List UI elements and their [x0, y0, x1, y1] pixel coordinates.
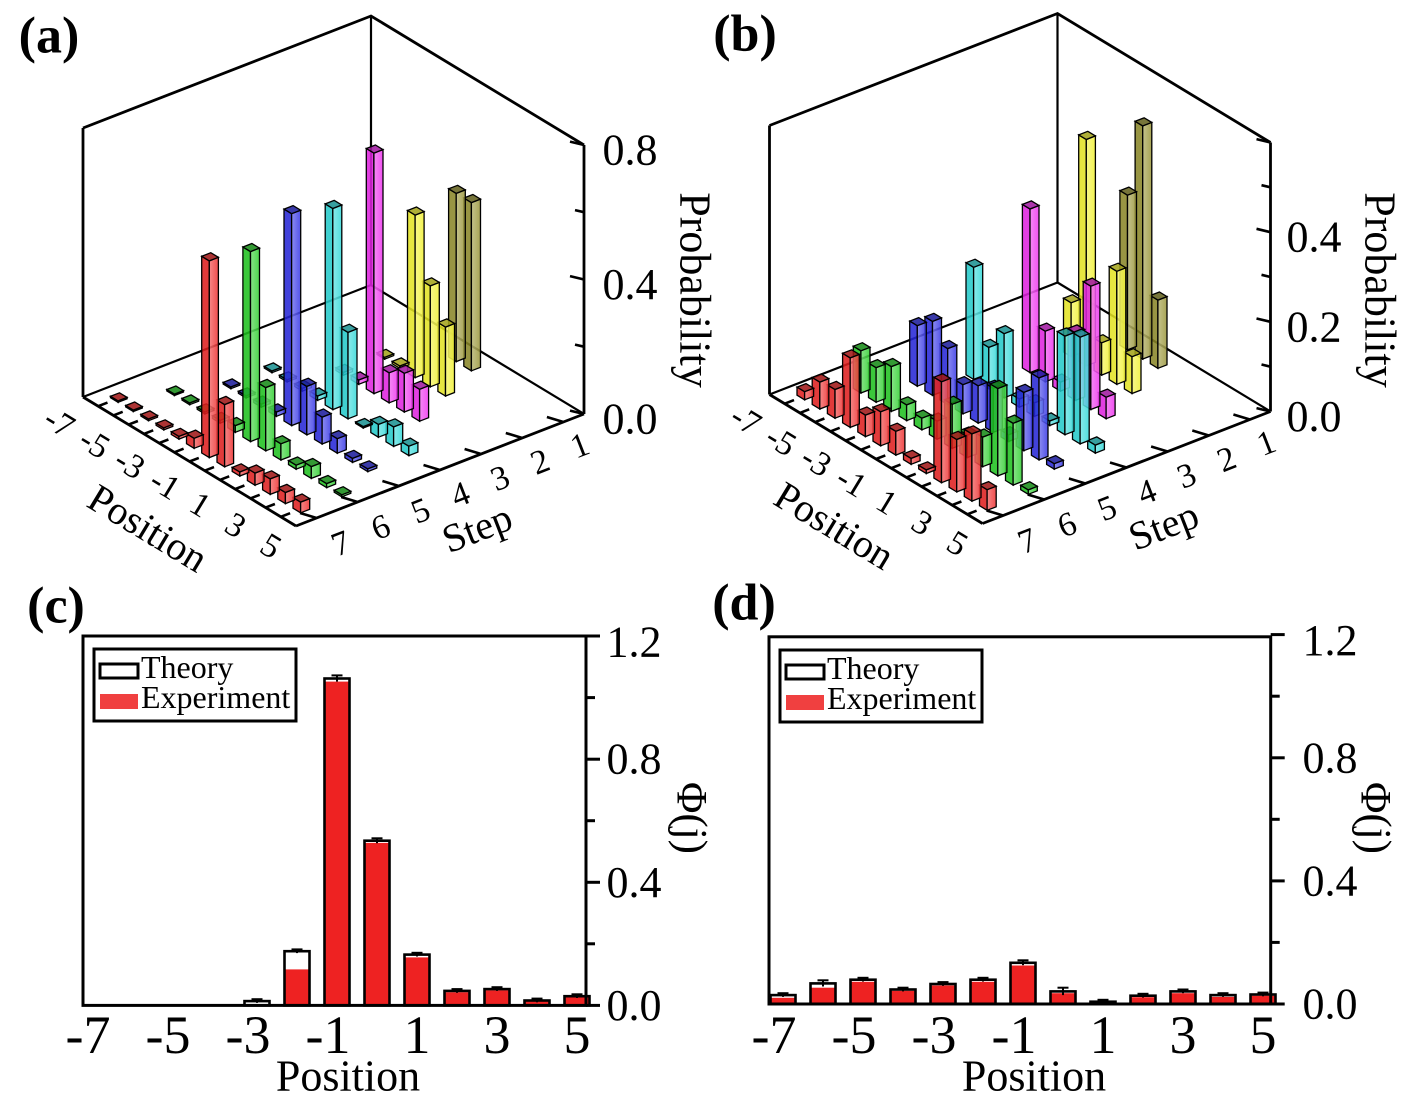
svg-text:(c): (c) — [27, 578, 85, 635]
svg-text:Φ(j): Φ(j) — [668, 782, 715, 854]
svg-text:1.2: 1.2 — [607, 618, 662, 667]
svg-text:Experiment: Experiment — [827, 680, 976, 716]
svg-text:0.0: 0.0 — [603, 395, 658, 444]
svg-text:(d): (d) — [712, 575, 776, 632]
svg-text:-5: -5 — [146, 1005, 191, 1065]
svg-text:Position: Position — [962, 1052, 1106, 1101]
svg-text:0.4: 0.4 — [1287, 213, 1342, 262]
svg-text:-1: -1 — [306, 1005, 351, 1065]
svg-text:-7: -7 — [66, 1005, 111, 1065]
svg-text:Probability: Probability — [1356, 192, 1405, 388]
svg-text:0.4: 0.4 — [603, 260, 658, 309]
svg-text:3: 3 — [1170, 1005, 1197, 1065]
svg-text:3: 3 — [484, 1005, 511, 1065]
svg-text:0.8: 0.8 — [603, 126, 658, 175]
svg-text:-5: -5 — [832, 1005, 877, 1065]
svg-text:Theory: Theory — [141, 649, 233, 685]
svg-text:Experiment: Experiment — [141, 679, 290, 715]
svg-text:0.8: 0.8 — [1303, 733, 1358, 782]
svg-text:Theory: Theory — [827, 650, 919, 686]
svg-text:0.8: 0.8 — [607, 735, 662, 784]
svg-text:0.0: 0.0 — [607, 981, 662, 1030]
svg-text:-3: -3 — [226, 1005, 271, 1065]
svg-text:1.2: 1.2 — [1303, 616, 1358, 665]
svg-text:0.0: 0.0 — [1303, 980, 1358, 1029]
svg-text:1: 1 — [404, 1005, 431, 1065]
svg-text:5: 5 — [564, 1005, 591, 1065]
svg-text:Φ(j): Φ(j) — [1352, 782, 1399, 854]
svg-text:5: 5 — [1250, 1005, 1277, 1065]
svg-text:(a): (a) — [19, 8, 80, 65]
svg-text:0.2: 0.2 — [1287, 302, 1342, 351]
svg-text:Position: Position — [276, 1052, 420, 1101]
svg-text:0.4: 0.4 — [1303, 856, 1358, 905]
svg-text:1: 1 — [1090, 1005, 1117, 1065]
svg-text:0.4: 0.4 — [607, 858, 662, 907]
svg-text:0.0: 0.0 — [1287, 392, 1342, 441]
svg-text:-3: -3 — [912, 1005, 957, 1065]
svg-text:-1: -1 — [992, 1005, 1037, 1065]
svg-text:-7: -7 — [752, 1005, 797, 1065]
svg-text:Probability: Probability — [671, 192, 720, 388]
svg-text:(b): (b) — [713, 6, 777, 63]
